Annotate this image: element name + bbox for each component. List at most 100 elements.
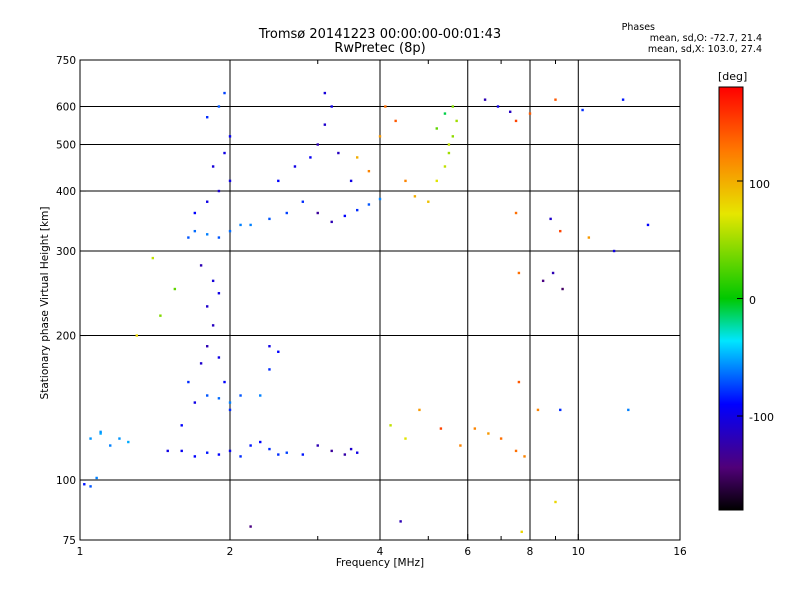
data-point — [439, 427, 443, 430]
data-point — [496, 105, 500, 108]
data-point — [109, 444, 112, 447]
data-point — [180, 424, 183, 427]
grid-layer — [80, 60, 680, 540]
data-point — [239, 223, 242, 227]
data-point — [551, 271, 555, 275]
ticks-layer: 1 2 4 6 8 10 16 75 100 200 300 400 500 600 750 — [56, 55, 687, 558]
data-point — [223, 91, 226, 95]
data-point — [217, 453, 221, 456]
data-point — [418, 408, 421, 412]
data-point — [355, 208, 359, 212]
data-point — [217, 397, 221, 400]
data-point — [559, 229, 562, 233]
x-tick-label: 4 — [377, 546, 384, 558]
data-point — [193, 455, 197, 458]
data-point — [435, 127, 438, 130]
data-point — [205, 116, 209, 119]
data-point — [249, 223, 252, 227]
data-point — [514, 449, 518, 453]
data-point — [443, 165, 447, 168]
x-tick-label: 16 — [673, 546, 687, 558]
data-point — [89, 437, 92, 440]
data-point — [205, 345, 209, 348]
data-point — [343, 214, 347, 218]
data-point — [199, 362, 203, 365]
data-point — [404, 179, 407, 183]
data-point — [293, 165, 297, 168]
data-point — [277, 350, 280, 353]
data-point — [394, 119, 397, 123]
data-point — [193, 229, 197, 233]
y-tick-label: 100 — [56, 475, 76, 487]
data-point — [514, 119, 518, 123]
data-point — [309, 156, 312, 159]
data-point — [378, 197, 382, 201]
data-point — [99, 432, 102, 435]
data-point — [399, 520, 402, 523]
data-point — [228, 229, 232, 233]
data-point — [367, 203, 371, 206]
data-point — [621, 98, 625, 101]
data-point — [205, 394, 209, 397]
data-point — [473, 427, 477, 430]
data-point — [443, 112, 447, 115]
data-point — [455, 119, 458, 123]
data-point — [173, 287, 177, 291]
colorbar-tick-label: -100 — [749, 411, 774, 424]
data-point — [268, 217, 271, 221]
chart-subtitle: RwPretec (8p) — [334, 41, 426, 56]
x-tick-label: 2 — [227, 546, 234, 558]
data-point — [451, 105, 455, 108]
data-point — [523, 455, 526, 458]
data-point — [285, 451, 288, 454]
data-point — [268, 447, 271, 451]
data-point — [217, 236, 221, 239]
data-point — [205, 451, 209, 454]
colorbar-unit-label: [deg] — [718, 70, 748, 83]
data-point — [228, 135, 232, 138]
data-point — [205, 233, 209, 236]
data-point — [211, 324, 215, 327]
data-point — [483, 98, 487, 101]
data-point — [549, 217, 552, 221]
data-point — [228, 401, 232, 404]
stats-x-mode: mean, sd,X: 103.0, 27.4 — [647, 44, 762, 55]
data-point — [211, 279, 215, 283]
data-point — [223, 380, 226, 384]
data-point — [517, 271, 521, 275]
data-point — [343, 453, 347, 456]
data-point — [217, 105, 221, 108]
data-point — [301, 453, 305, 456]
data-point — [554, 500, 557, 504]
x-tick-label: 6 — [464, 546, 471, 558]
data-point — [337, 151, 340, 155]
data-point — [499, 437, 503, 440]
y-tick-label: 400 — [56, 186, 76, 198]
points-layer — [83, 91, 650, 534]
stats-o-mode: mean, sd,O: -72.7, 21.4 — [649, 33, 762, 44]
data-point — [404, 437, 407, 440]
data-point — [323, 91, 327, 95]
data-point — [427, 200, 430, 203]
data-point — [323, 123, 327, 126]
x-axis-label: Frequency [MHz] — [335, 557, 425, 569]
data-point — [355, 451, 359, 454]
data-point — [316, 444, 319, 447]
data-point — [349, 179, 353, 183]
data-point — [159, 314, 162, 317]
data-point — [561, 287, 564, 291]
data-point — [536, 408, 540, 412]
data-point — [277, 453, 280, 456]
colorbar — [718, 86, 744, 511]
data-point — [285, 211, 288, 215]
data-point — [277, 179, 280, 183]
data-point — [517, 380, 521, 384]
data-point — [554, 98, 557, 101]
data-point — [447, 151, 451, 155]
data-point — [541, 279, 545, 283]
data-point — [316, 211, 319, 215]
data-point — [217, 292, 221, 295]
data-point — [330, 220, 333, 224]
data-point — [528, 112, 532, 115]
